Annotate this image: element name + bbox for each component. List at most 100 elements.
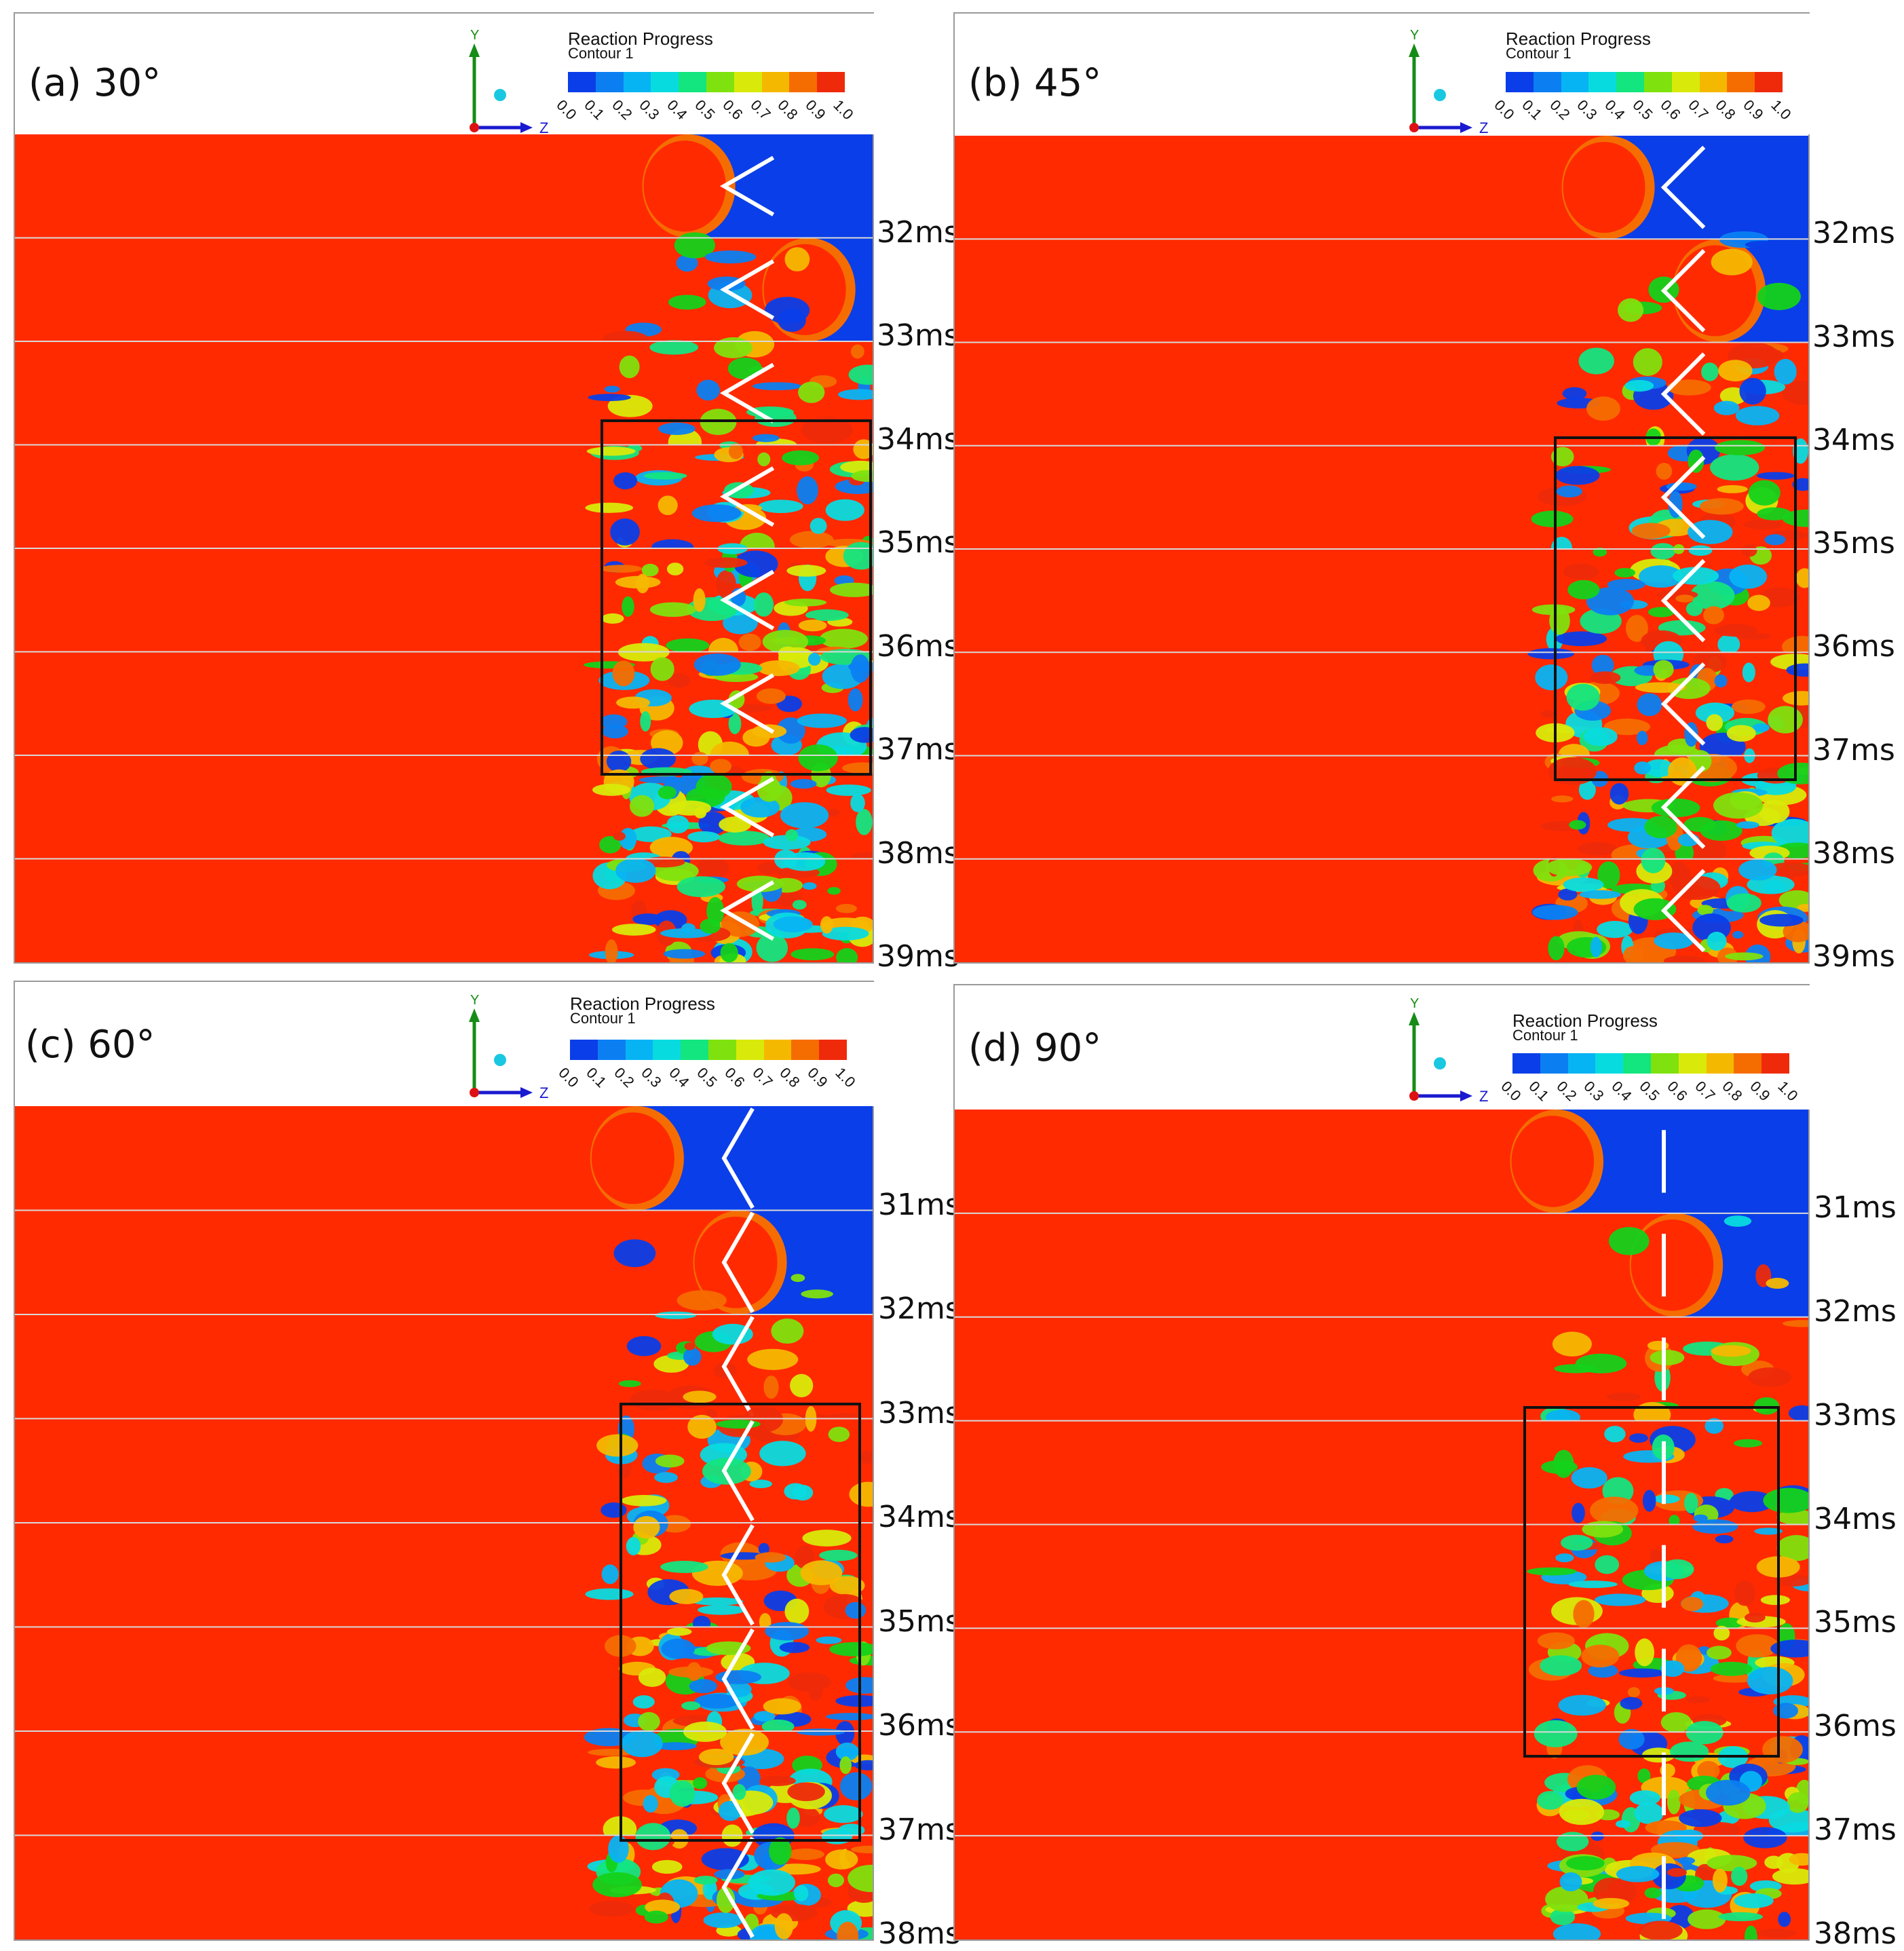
mixing-blob bbox=[1573, 1599, 1595, 1629]
obstacle-v bbox=[1660, 352, 1706, 436]
burned-region bbox=[15, 238, 810, 341]
mixing-blob bbox=[677, 876, 726, 898]
mixing-blob bbox=[728, 713, 742, 734]
mixing-blob bbox=[1713, 1673, 1757, 1683]
mixing-blob bbox=[752, 434, 780, 442]
mixing-blob bbox=[592, 1872, 642, 1897]
mixing-blob bbox=[650, 657, 674, 681]
mixing-blob bbox=[599, 835, 622, 854]
z-axis-arrowhead bbox=[520, 122, 533, 133]
mixing-blob bbox=[1711, 248, 1753, 276]
mixing-blob bbox=[655, 1454, 685, 1468]
contour-sim bbox=[15, 1106, 873, 1939]
mixing-blob bbox=[782, 852, 826, 871]
mixing-blob bbox=[1715, 1534, 1734, 1544]
mixing-blob bbox=[1541, 1460, 1578, 1474]
time-label: 34ms bbox=[1814, 1501, 1897, 1536]
mixing-blob bbox=[1745, 1925, 1757, 1939]
mixing-blob bbox=[1629, 1433, 1648, 1443]
mixing-blob bbox=[1568, 1580, 1618, 1589]
mixing-blob bbox=[1606, 1392, 1641, 1401]
mixing-blob bbox=[1578, 347, 1614, 375]
mixing-blob bbox=[1650, 1350, 1685, 1365]
mixing-blob bbox=[1710, 1661, 1753, 1676]
mixing-blob bbox=[610, 518, 640, 546]
time-label: 36ms bbox=[878, 1708, 961, 1743]
z-axis-label: Z bbox=[539, 1084, 548, 1101]
time-label: 33ms bbox=[1814, 1397, 1897, 1433]
mixing-blob bbox=[714, 337, 753, 358]
mixing-blob bbox=[1743, 519, 1783, 530]
mixing-blob bbox=[1752, 723, 1770, 732]
mixing-blob bbox=[740, 797, 780, 818]
mixing-blob bbox=[619, 355, 640, 379]
mixing-blob bbox=[753, 592, 774, 617]
mixing-blob bbox=[732, 1783, 746, 1800]
mixing-blob bbox=[1531, 604, 1576, 615]
stripe bbox=[15, 439, 873, 561]
colorbar-tick-label: 0.9 bbox=[804, 1064, 831, 1091]
mixing-blob bbox=[1747, 1667, 1793, 1694]
stripe bbox=[955, 1212, 1808, 1317]
colorbar-cell bbox=[706, 72, 734, 92]
mixing-blob bbox=[1637, 1768, 1651, 1783]
mixing-blob bbox=[1748, 1367, 1792, 1387]
time-label: 32ms bbox=[877, 214, 959, 250]
stripe bbox=[955, 543, 1808, 661]
colorbar-tick-label: 0.1 bbox=[1519, 96, 1546, 124]
mixing-blob bbox=[1624, 379, 1654, 392]
mixing-blob bbox=[718, 831, 770, 846]
mixing-blob bbox=[1548, 936, 1565, 961]
mixing-blob bbox=[808, 1684, 823, 1701]
colorbar-cell bbox=[623, 72, 651, 92]
mixing-blob bbox=[755, 409, 797, 428]
mixing-blob bbox=[1759, 913, 1804, 927]
mixing-blob bbox=[728, 443, 743, 459]
mixing-blob bbox=[835, 903, 857, 913]
sphere-marker bbox=[1434, 1057, 1446, 1069]
mixing-blob bbox=[1763, 1488, 1808, 1513]
mixing-blob bbox=[784, 247, 810, 271]
mixing-blob bbox=[668, 1666, 714, 1678]
mixing-blob bbox=[1774, 1574, 1808, 1587]
mixing-blob bbox=[801, 416, 853, 444]
mixing-blob bbox=[1535, 664, 1568, 691]
zoom-box bbox=[1554, 436, 1797, 781]
mixing-blob bbox=[1712, 1868, 1728, 1893]
mixing-blob bbox=[712, 1323, 753, 1345]
stripe bbox=[15, 849, 873, 962]
mixing-blob bbox=[1697, 905, 1714, 915]
mixing-blob bbox=[613, 472, 638, 490]
mixing-blob bbox=[1660, 1660, 1685, 1678]
mixing-blob bbox=[848, 1865, 873, 1893]
x-axis-origin bbox=[470, 1088, 479, 1097]
mixing-blob bbox=[1576, 1775, 1616, 1800]
mixing-blob bbox=[798, 744, 838, 772]
x-axis-origin bbox=[1409, 1091, 1419, 1101]
mixing-blob bbox=[683, 1348, 702, 1366]
mixing-blob bbox=[763, 1375, 779, 1399]
mixing-blob bbox=[1729, 564, 1768, 589]
mixing-blob bbox=[851, 1845, 873, 1853]
obstacle-v bbox=[719, 362, 775, 423]
mixing-blob bbox=[1669, 1515, 1680, 1527]
stripe bbox=[15, 1311, 873, 1424]
mixing-blob bbox=[643, 472, 687, 480]
mixing-blob bbox=[1679, 1809, 1722, 1827]
mixing-blob bbox=[810, 518, 827, 534]
colorbar-cell bbox=[1561, 72, 1589, 92]
mixing-blob bbox=[1705, 1418, 1724, 1434]
stripe bbox=[15, 1622, 873, 1742]
mixing-blob bbox=[819, 1549, 858, 1561]
mixing-blob bbox=[1586, 396, 1620, 421]
mixing-blob bbox=[1731, 1866, 1748, 1887]
colorbar-tick-label: 0.9 bbox=[1747, 1078, 1774, 1105]
mixing-blob bbox=[1717, 485, 1748, 493]
mixing-blob bbox=[1556, 1832, 1589, 1852]
mixing-blob bbox=[784, 1598, 810, 1625]
z-axis-arrowhead bbox=[520, 1087, 533, 1098]
mixing-blob bbox=[621, 1730, 663, 1758]
mixing-blob bbox=[1757, 507, 1791, 520]
mixing-blob bbox=[1667, 1789, 1681, 1815]
